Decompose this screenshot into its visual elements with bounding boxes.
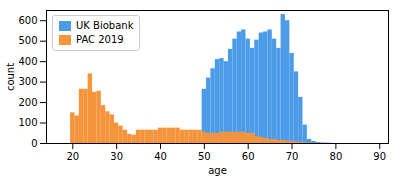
svg-text:100: 100 [18, 117, 37, 128]
svg-text:0: 0 [31, 138, 37, 149]
svg-text:20: 20 [66, 151, 79, 162]
svg-text:30: 30 [110, 151, 123, 162]
svg-text:500: 500 [18, 35, 37, 46]
svg-text:400: 400 [18, 56, 37, 67]
html-text:UK Biobank: UK Biobank [76, 20, 134, 31]
svg-text:200: 200 [18, 97, 37, 108]
svg-text:50: 50 [198, 151, 211, 162]
svg-text:60: 60 [242, 151, 255, 162]
svg-text:600: 600 [18, 15, 37, 26]
svg-text:300: 300 [18, 76, 37, 87]
html-text:PAC 2019: PAC 2019 [76, 34, 124, 45]
svg-text:90: 90 [373, 151, 386, 162]
svg-text:40: 40 [154, 151, 167, 162]
svg-text:80: 80 [330, 151, 343, 162]
svg-text:count: count [5, 63, 16, 91]
svg-text:age: age [208, 165, 227, 176]
svg-text:70: 70 [286, 151, 299, 162]
